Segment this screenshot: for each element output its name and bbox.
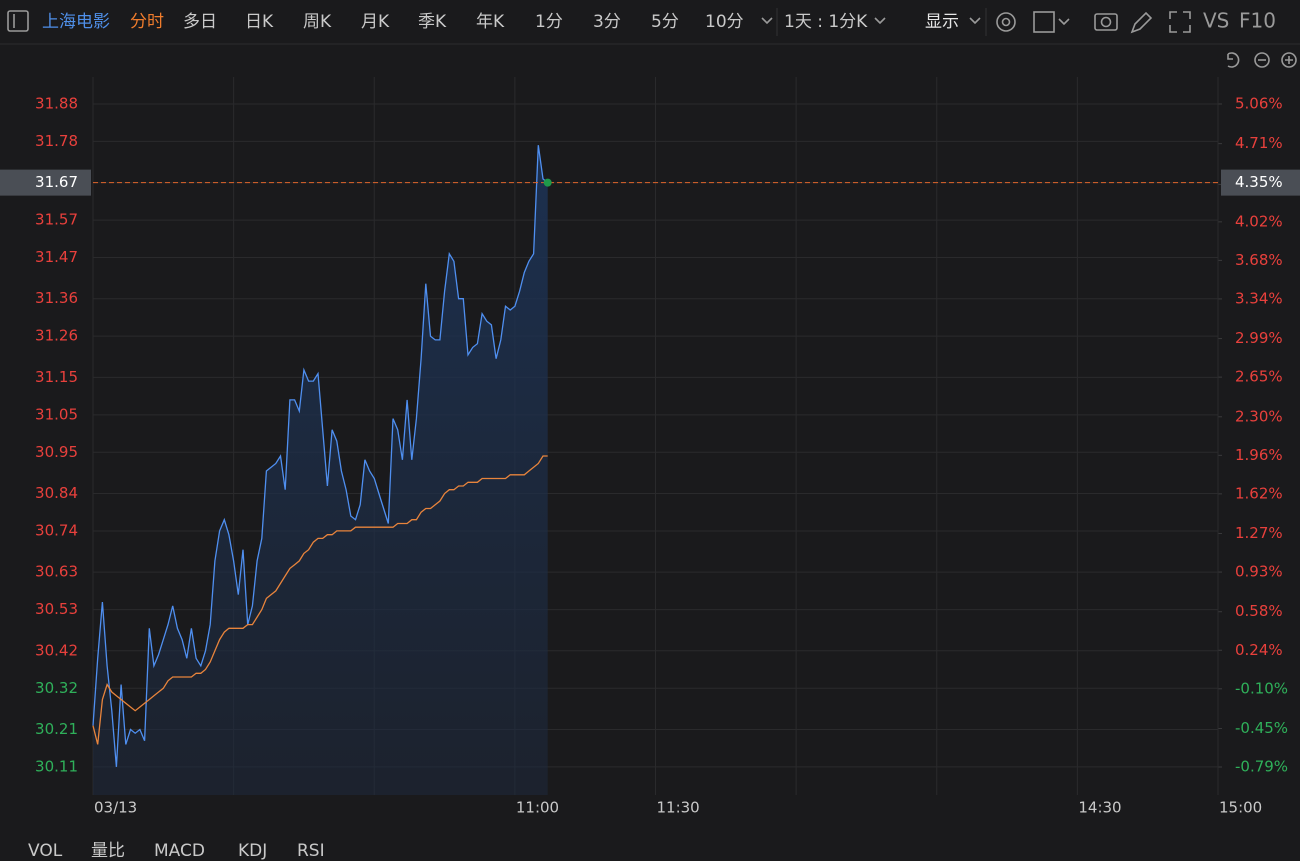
y-tick-label: 30.42 <box>35 641 78 659</box>
y-tick-label: 30.95 <box>35 443 78 461</box>
y2-tick-label: 5.06% <box>1235 94 1283 112</box>
crosshair-price: 31.67 <box>35 173 78 191</box>
crosshair-price-box <box>0 169 91 196</box>
y2-tick-label: -0.45% <box>1235 719 1288 737</box>
y-tick-label: 31.15 <box>35 368 78 386</box>
y2-tick-label: 0.93% <box>1235 563 1283 581</box>
display-menu[interactable]: 显示 <box>925 12 959 32</box>
layout-icon[interactable] <box>1033 11 1055 33</box>
y-tick-label: 30.11 <box>35 757 78 775</box>
x-tick-label: 15:00 <box>1219 799 1262 817</box>
y2-tick-label: 2.65% <box>1235 368 1283 386</box>
zoom-in-plus <box>1285 56 1293 64</box>
y-tick-label: 31.57 <box>35 211 78 229</box>
indicator-tab[interactable]: KDJ <box>238 841 267 861</box>
price-line <box>92 145 549 767</box>
crosshair-percent: 4.35% <box>1235 173 1283 191</box>
y-tick-label: 30.21 <box>35 720 78 738</box>
fullscreen-icon[interactable] <box>1169 11 1191 33</box>
indicator-tab[interactable]: 量比 <box>91 841 125 861</box>
reset-icon[interactable] <box>1227 52 1240 68</box>
period-tab[interactable]: 季K <box>418 12 447 32</box>
y2-tick-label: 2.99% <box>1235 329 1283 347</box>
period-tab[interactable]: 5分 <box>651 12 679 32</box>
y-tick-label: 31.05 <box>35 405 78 423</box>
indicator-tab[interactable]: VOL <box>28 841 63 861</box>
y2-tick-label: 1.62% <box>1235 484 1283 502</box>
period-tab[interactable]: 分时 <box>130 12 164 32</box>
period-tab[interactable]: 周K <box>303 12 332 32</box>
vs-button[interactable]: VS <box>1203 9 1229 33</box>
settings-icon-core <box>1001 17 1011 27</box>
display-arrow <box>969 17 981 25</box>
draw-icon[interactable] <box>1130 11 1153 34</box>
period-tab[interactable]: 多日 <box>183 12 217 32</box>
y2-tick-label: 0.24% <box>1235 641 1283 659</box>
crosshair-percent-box <box>1221 169 1300 196</box>
zoom-in[interactable] <box>1281 52 1297 68</box>
x-tick-label: 14:30 <box>1078 799 1121 817</box>
period-arrow <box>874 17 886 25</box>
average-line <box>92 455 548 745</box>
period-tab[interactable]: 3分 <box>593 12 621 32</box>
y2-tick-label: -0.79% <box>1235 758 1288 776</box>
period-tab[interactable]: 1分 <box>535 12 563 32</box>
x-tick-label: 03/13 <box>94 799 137 817</box>
y2-tick-label: 3.34% <box>1235 289 1283 307</box>
y2-tick-label: 4.71% <box>1235 134 1283 152</box>
stock-name[interactable]: 上海电影 <box>42 12 110 32</box>
indicator-tabs: VOL 量比 MACD KDJ RSI <box>28 841 325 861</box>
y-tick-label: 31.78 <box>35 132 78 150</box>
more-arrow[interactable] <box>761 17 773 25</box>
y2-tick-label: 1.96% <box>1235 446 1283 464</box>
period-select[interactable]: 1天 : 1分K <box>784 12 868 32</box>
camera-lens <box>1100 16 1112 28</box>
y2-tick-label: 0.58% <box>1235 602 1283 620</box>
y-tick-label: 30.53 <box>35 600 78 618</box>
settings-icon[interactable] <box>996 12 1016 32</box>
y-tick-label: 30.63 <box>35 563 78 581</box>
y-tick-label: 31.36 <box>35 289 78 307</box>
period-tab[interactable]: 10分 <box>705 12 744 32</box>
y-tick-label: 30.32 <box>35 679 78 697</box>
y2-tick-label: 3.68% <box>1235 251 1283 269</box>
y-tick-label: 30.74 <box>35 521 78 539</box>
price-area <box>93 145 548 795</box>
indicator-tab[interactable]: RSI <box>297 841 325 861</box>
x-tick-label: 11:30 <box>657 799 700 817</box>
last-price-dot <box>543 178 552 187</box>
y-tick-label: 31.47 <box>35 248 78 266</box>
x-tick-label: 11:00 <box>516 799 559 817</box>
y-tick-label: 31.88 <box>35 94 78 112</box>
y2-tick-label: -0.10% <box>1235 679 1288 697</box>
y2-tick-label: 2.30% <box>1235 407 1283 425</box>
indicator-tab[interactable]: MACD <box>154 841 205 861</box>
y2-tick-label: 4.02% <box>1235 212 1283 230</box>
layout-arrow <box>1058 18 1070 26</box>
period-tab[interactable]: 日K <box>245 12 274 32</box>
zoom-out[interactable] <box>1254 52 1270 68</box>
y-tick-label: 30.84 <box>35 484 78 502</box>
chart: 31.88 31.78 31.67 31.57 31.47 31.36 31.26 31.15… <box>0 77 1300 817</box>
f10-button[interactable]: F10 <box>1239 9 1276 33</box>
y2-tick-label: 1.27% <box>1235 524 1283 542</box>
period-tab[interactable]: 月K <box>361 12 390 32</box>
camera-icon[interactable] <box>1094 13 1118 31</box>
period-tabs: 分时 多日 日K 周K 月K 季K 年K 1分 3分 5分 10分 <box>130 12 744 32</box>
sidebar-toggle[interactable] <box>7 10 29 32</box>
y-tick-label: 31.26 <box>35 327 78 345</box>
period-tab[interactable]: 年K <box>476 12 505 32</box>
